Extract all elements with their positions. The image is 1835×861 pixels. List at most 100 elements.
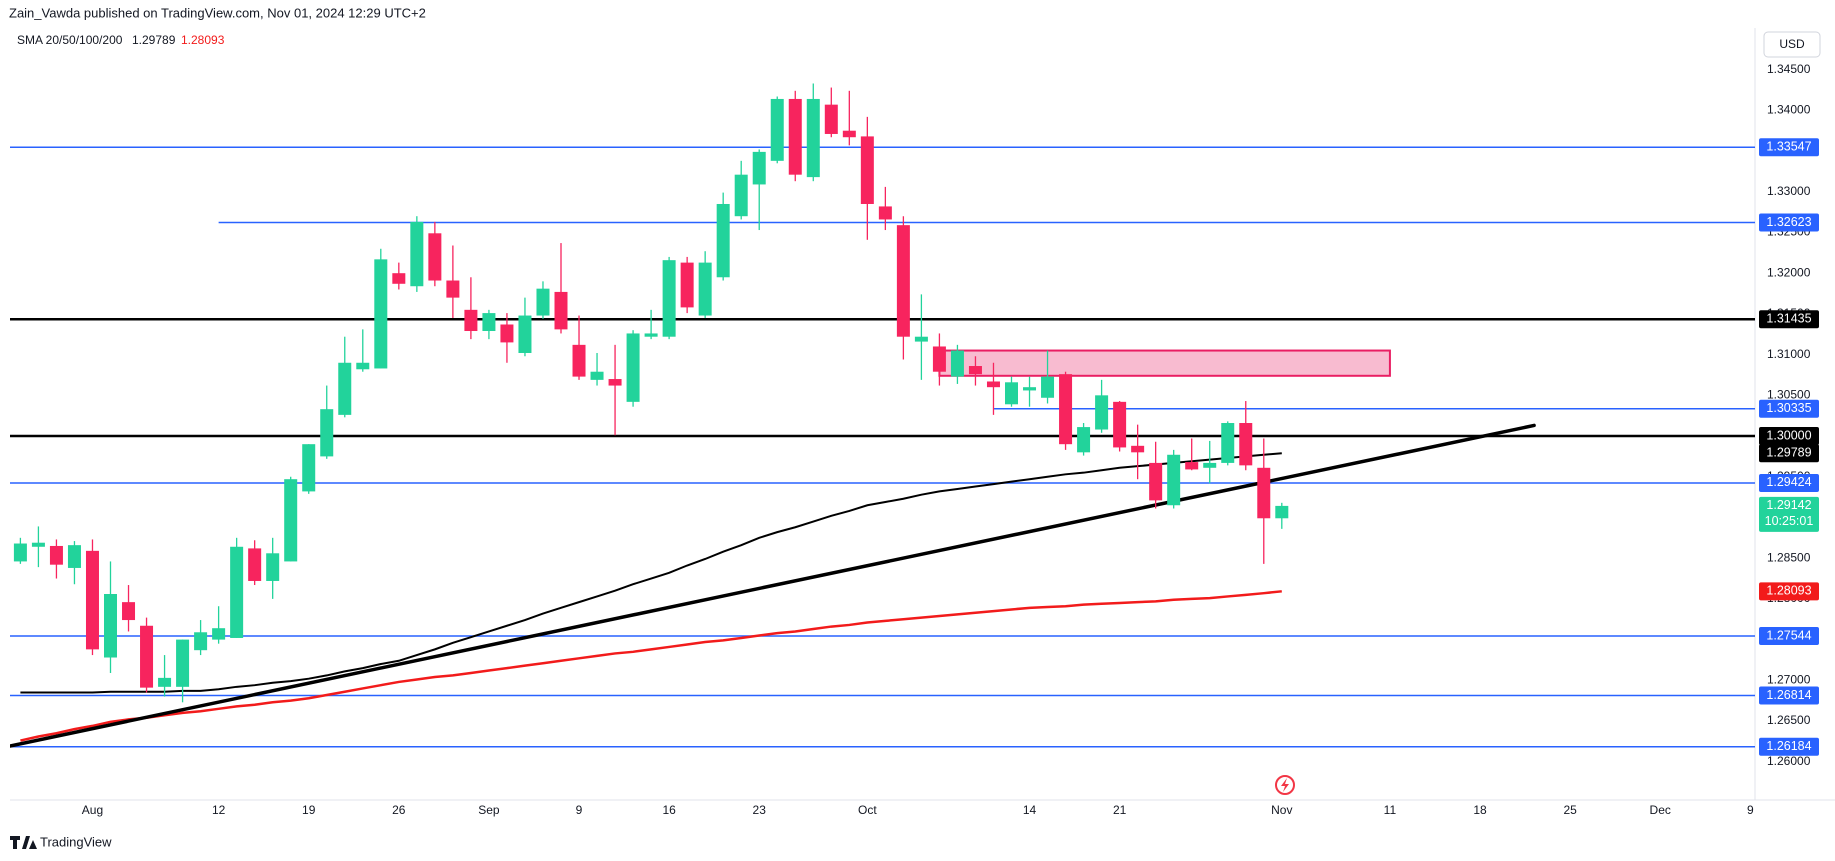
candle-body [482, 313, 496, 332]
candle-body [85, 550, 99, 650]
level-badge [1759, 399, 1819, 418]
candle-body [1185, 462, 1199, 470]
candle-body [914, 336, 928, 342]
candle-body [626, 333, 640, 402]
indicator-value: 1.28093 [181, 33, 225, 47]
y-tick-label: 1.34500 [1767, 62, 1811, 76]
candle-body [446, 280, 460, 298]
plot [10, 83, 1755, 748]
level-badge-text: 1.29424 [1766, 475, 1811, 489]
candle-body [896, 225, 910, 337]
zone [938, 349, 1391, 377]
x-tick-label: 9 [576, 803, 583, 817]
level-badge-text: 1.26184 [1766, 739, 1811, 753]
y-tick-label: 1.33000 [1767, 184, 1811, 198]
level-badge-text: 1.30000 [1766, 428, 1811, 442]
x-tick-label: 25 [1563, 803, 1577, 817]
candle-body [1095, 395, 1109, 430]
x-tick-label: Oct [858, 803, 877, 817]
candle-body [734, 174, 748, 217]
candle-body [122, 602, 136, 621]
candle-body [572, 344, 586, 377]
price-badge [1759, 496, 1819, 532]
x-tick-label: Sep [478, 803, 500, 817]
candle-body [860, 136, 874, 204]
candle-body [968, 366, 982, 375]
candle-body [680, 262, 694, 308]
candle-body [590, 371, 604, 380]
level-badge-text: 1.30335 [1766, 401, 1811, 415]
x-tick-label: Nov [1271, 803, 1292, 817]
candle-body [536, 288, 550, 316]
x-tick-label: 19 [302, 803, 316, 817]
y-tick-label: 1.28500 [1767, 550, 1811, 564]
candle-body [1113, 401, 1127, 448]
candle-body [31, 542, 45, 547]
candle-body [176, 639, 190, 687]
candle-body [662, 260, 676, 337]
level-badge [1759, 627, 1819, 646]
event-icon[interactable] [1275, 775, 1295, 795]
indicator-label: SMA 20/50/100/200 [17, 33, 123, 47]
level-badge-text: 1.31435 [1766, 311, 1811, 325]
level-badge [1759, 473, 1819, 492]
y-tick-label: 1.31000 [1767, 347, 1811, 361]
sma-line [20, 452, 1282, 694]
y-tick-label: 1.34000 [1767, 103, 1811, 117]
indicator-value: 1.29789 [132, 33, 176, 47]
candle-body [374, 259, 388, 369]
x-tick-label: 26 [392, 803, 406, 817]
level-badge [1759, 138, 1819, 157]
candle-body [752, 151, 766, 185]
candle-body [1041, 376, 1055, 398]
level-badge [1759, 737, 1819, 756]
level-badge [1759, 427, 1819, 446]
y-tick-label: 1.27000 [1767, 672, 1811, 686]
x-tick-label: Aug [82, 803, 103, 817]
level-badge-text: 1.33547 [1766, 140, 1811, 154]
candle-body [67, 545, 81, 568]
candle-body [248, 548, 262, 581]
sma-line [20, 590, 1282, 742]
candle-body [1203, 462, 1217, 468]
candle-body [644, 333, 658, 337]
candle-body [518, 315, 532, 353]
level-badge-text: 1.32623 [1766, 215, 1811, 229]
candle-body [608, 379, 622, 386]
sma-badge-text: 1.28093 [1766, 584, 1811, 598]
price-badge-text: 1.29142 [1766, 498, 1811, 512]
level-badge-text: 1.26814 [1766, 688, 1811, 702]
candle-body [194, 632, 208, 651]
currency: USD [1779, 37, 1805, 51]
currency-box[interactable] [1763, 31, 1821, 58]
candle-body [1221, 423, 1235, 463]
candle-body [824, 104, 838, 134]
level-badge-text: 1.27544 [1766, 628, 1811, 642]
candle-body [986, 381, 1000, 388]
candle-body [140, 625, 154, 688]
x-tick-label: Dec [1650, 803, 1671, 817]
candle-body [1059, 374, 1073, 445]
candle-body [806, 98, 820, 178]
candle-body [266, 553, 280, 581]
candle-body [878, 206, 892, 220]
candle-body [1131, 445, 1145, 453]
candle-body [428, 233, 442, 281]
candle-body [410, 221, 424, 287]
candle-body [716, 203, 730, 278]
x-tick-label: 12 [212, 803, 226, 817]
candle-body [1149, 462, 1163, 501]
candle-body [1023, 387, 1037, 391]
candle-body [284, 479, 298, 562]
candle-body [392, 273, 406, 284]
x-tick-label: 14 [1023, 803, 1037, 817]
candle-body [230, 546, 244, 638]
candle-body [698, 262, 712, 316]
x-tick-label: 23 [753, 803, 767, 817]
x-tick-label: 9 [1747, 803, 1754, 817]
header: Zain_Vawda published on TradingView.com,… [9, 5, 426, 20]
footer-logo [10, 836, 37, 849]
sma-badge-text: 1.29789 [1766, 446, 1811, 460]
y-tick-label: 1.26500 [1767, 713, 1811, 727]
